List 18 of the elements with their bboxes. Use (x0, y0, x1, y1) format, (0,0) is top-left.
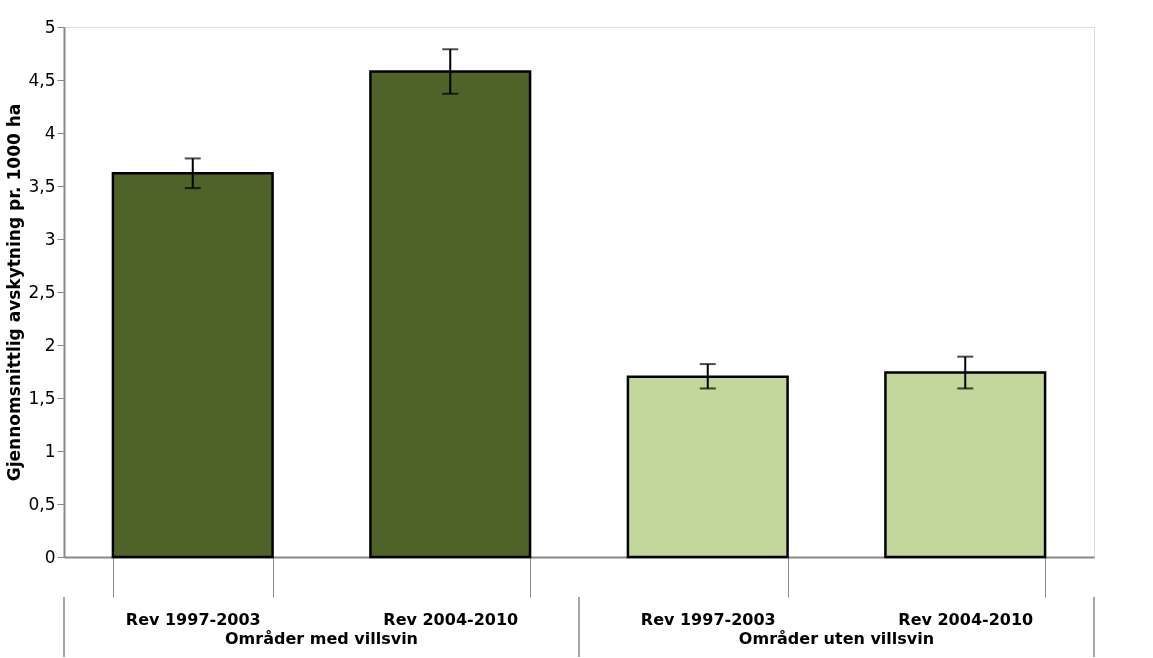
y-tick-label: 1,5 (28, 387, 56, 408)
text: Områder med villsvin (225, 629, 418, 648)
text: Områder uten villsvin (738, 629, 935, 648)
y-tick-label: 1 (44, 440, 56, 461)
y-tick-label: 2 (44, 334, 56, 355)
y-tick-label: 4 (44, 122, 56, 143)
y-tick-label: 0 (44, 546, 56, 567)
y-axis-title: Gjennomsnittlig avskytning pr. 1000 ha (4, 103, 25, 482)
y-tick-label: 3,5 (28, 175, 56, 196)
x-tick-label: Rev 1997-2003 (640, 609, 776, 629)
x-tick-label: Rev 1997-2003 (125, 609, 261, 629)
y-tick-label: 2,5 (28, 281, 56, 302)
x-tick-label: Rev 2004-2010 (898, 609, 1034, 629)
y-tick-label: 4,5 (28, 69, 56, 90)
y-tick-label: 5 (44, 16, 56, 37)
x-tick-label: Rev 2004-2010 (383, 609, 519, 629)
y-tick-label: 3 (44, 228, 56, 249)
y-tick-label: 0,5 (28, 493, 56, 514)
